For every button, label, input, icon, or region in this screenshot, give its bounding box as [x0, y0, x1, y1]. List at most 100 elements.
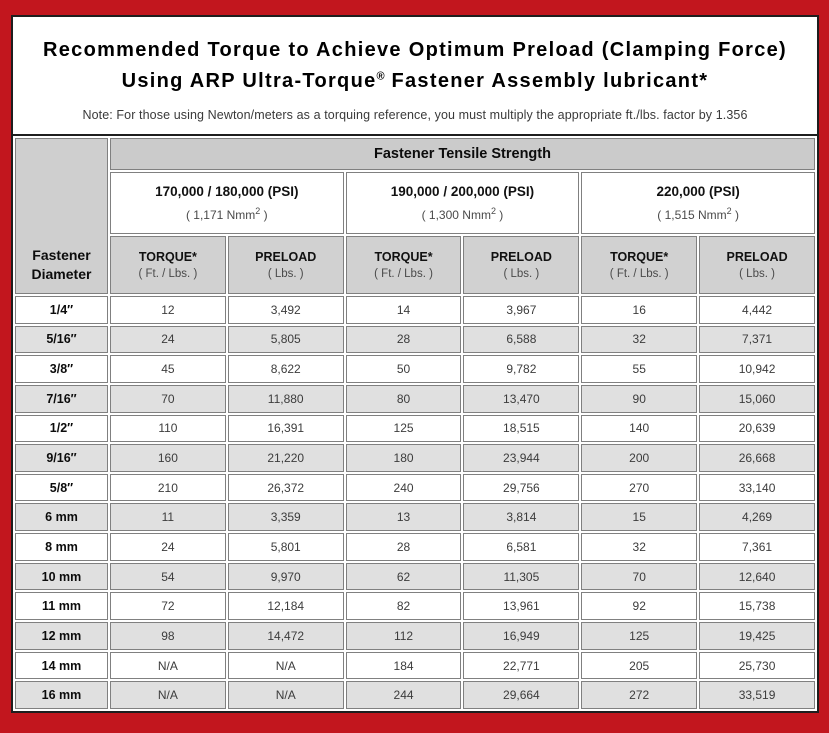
fastener-diameter-cell: 3/8″: [15, 355, 108, 383]
fastener-diameter-cell: 12 mm: [15, 622, 108, 650]
preload-column-header: PRELOAD( Lbs. ): [463, 236, 580, 294]
table-row: 14 mm N/A N/A 184 22,771 205 25,730: [15, 651, 815, 680]
torque-value-cell: 90: [581, 384, 698, 413]
torque-value-cell: 28: [345, 533, 462, 561]
preload-value-cell: 3,492: [227, 296, 344, 324]
torque-value-cell: 28: [345, 325, 462, 354]
torque-value-cell: 14: [345, 296, 462, 324]
preload-value-cell: 14,472: [227, 622, 344, 650]
table-row: 16 mm N/A N/A 244 29,664 272 33,519: [15, 681, 815, 709]
torque-value-cell: 80: [345, 384, 462, 413]
torque-value-cell: 24: [109, 533, 226, 561]
torque-value-cell: 62: [345, 562, 462, 591]
torque-column-header: TORQUE*( Ft. / Lbs. ): [581, 236, 698, 294]
preload-value-cell: 21,220: [227, 444, 344, 472]
preload-value-cell: 5,805: [227, 325, 344, 354]
table-body: 1/4″ 12 3,492 14 3,967 16 4,442 5/16″ 24 5,805 28 6…: [15, 296, 815, 709]
table-row: 11 mm 72 12,184 82 13,961 92 15,738: [15, 592, 815, 621]
group-header-row: Fastener Diameter Fastener Tensile Stren…: [15, 138, 815, 294]
torque-value-cell: 15: [581, 503, 698, 532]
torque-value-cell: 240: [345, 473, 462, 502]
preload-value-cell: 15,060: [699, 384, 815, 413]
preload-value-cell: 11,305: [463, 562, 580, 591]
fastener-diameter-cell: 1/2″: [15, 414, 108, 443]
torque-value-cell: 55: [581, 355, 698, 383]
units-header-row: TORQUE*( Ft. / Lbs. ) PRELOAD( Lbs. ) TORQ…: [15, 236, 815, 294]
table-row: 6 mm 11 3,359 13 3,814 15 4,269: [15, 503, 815, 532]
torque-value-cell: 54: [109, 562, 226, 591]
torque-value-cell: 270: [581, 473, 698, 502]
torque-value-cell: 45: [109, 355, 226, 383]
fastener-diameter-cell: 10 mm: [15, 562, 108, 591]
fastener-diameter-header: Fastener Diameter: [15, 138, 108, 294]
torque-value-cell: 16: [581, 296, 698, 324]
newton-meters-note: Note: For those using Newton/meters as a…: [82, 108, 748, 122]
preload-value-cell: 33,140: [699, 473, 815, 502]
tensile-grade-row: 170,000 / 180,000 (PSI)( 1,171 Nmm2 ) 190…: [15, 172, 815, 234]
fastener-diameter-cell: 6 mm: [15, 503, 108, 532]
fastener-diameter-cell: 5/16″: [15, 325, 108, 354]
title-block: Recommended Torque to Achieve Optimum Pr…: [13, 17, 817, 134]
preload-value-cell: 23,944: [463, 444, 580, 472]
torque-value-cell: 70: [109, 384, 226, 413]
preload-value-cell: 8,622: [227, 355, 344, 383]
registered-trademark-symbol: ®: [376, 70, 385, 83]
preload-value-cell: 4,442: [699, 296, 815, 324]
table-row: 3/8″ 45 8,622 50 9,782 55 10,942: [15, 355, 815, 383]
torque-value-cell: 200: [581, 444, 698, 472]
preload-value-cell: 16,949: [463, 622, 580, 650]
fastener-diameter-cell: 9/16″: [15, 444, 108, 472]
torque-value-cell: 272: [581, 681, 698, 709]
table-row: 7/16″ 70 11,880 80 13,470 90 15,060: [15, 384, 815, 413]
torque-table: Fastener Diameter Fastener Tensile Stren…: [13, 136, 817, 711]
torque-table-wrap: Fastener Diameter Fastener Tensile Stren…: [13, 134, 817, 711]
table-row: 5/16″ 24 5,805 28 6,588 32 7,371: [15, 325, 815, 354]
preload-value-cell: 12,184: [227, 592, 344, 621]
tensile-strength-header: Fastener Tensile Strength: [109, 138, 815, 170]
fastener-diameter-cell: 14 mm: [15, 651, 108, 680]
preload-value-cell: 10,942: [699, 355, 815, 383]
fastener-diameter-cell: 8 mm: [15, 533, 108, 561]
preload-value-cell: 20,639: [699, 414, 815, 443]
preload-value-cell: 9,970: [227, 562, 344, 591]
table-row: 8 mm 24 5,801 28 6,581 32 7,361: [15, 533, 815, 561]
torque-value-cell: 112: [345, 622, 462, 650]
torque-value-cell: 125: [345, 414, 462, 443]
preload-value-cell: 15,738: [699, 592, 815, 621]
page-title: Recommended Torque to Achieve Optimum Pr…: [25, 35, 805, 97]
torque-value-cell: 32: [581, 533, 698, 561]
torque-value-cell: 24: [109, 325, 226, 354]
preload-value-cell: N/A: [227, 681, 344, 709]
table-row: 1/4″ 12 3,492 14 3,967 16 4,442: [15, 296, 815, 324]
preload-value-cell: 11,880: [227, 384, 344, 413]
fastener-diameter-cell: 1/4″: [15, 296, 108, 324]
preload-value-cell: 3,967: [463, 296, 580, 324]
preload-value-cell: 26,668: [699, 444, 815, 472]
preload-value-cell: 6,581: [463, 533, 580, 561]
torque-value-cell: 180: [345, 444, 462, 472]
preload-value-cell: 7,371: [699, 325, 815, 354]
torque-value-cell: N/A: [109, 681, 226, 709]
torque-value-cell: 140: [581, 414, 698, 443]
torque-value-cell: 160: [109, 444, 226, 472]
torque-value-cell: 184: [345, 651, 462, 680]
torque-column-header: TORQUE*( Ft. / Lbs. ): [109, 236, 226, 294]
torque-value-cell: 98: [109, 622, 226, 650]
torque-value-cell: 205: [581, 651, 698, 680]
torque-value-cell: 72: [109, 592, 226, 621]
preload-column-header: PRELOAD( Lbs. ): [227, 236, 344, 294]
preload-value-cell: 29,664: [463, 681, 580, 709]
table-row: 5/8″ 210 26,372 240 29,756 270 33,140: [15, 473, 815, 502]
fastener-diameter-cell: 7/16″: [15, 384, 108, 413]
tensile-grade-header: 190,000 / 200,000 (PSI)( 1,300 Nmm2 ): [345, 172, 580, 234]
preload-value-cell: 13,961: [463, 592, 580, 621]
preload-value-cell: 18,515: [463, 414, 580, 443]
preload-value-cell: 16,391: [227, 414, 344, 443]
torque-value-cell: 82: [345, 592, 462, 621]
preload-value-cell: 13,470: [463, 384, 580, 413]
preload-value-cell: 9,782: [463, 355, 580, 383]
torque-value-cell: 12: [109, 296, 226, 324]
table-row: 10 mm 54 9,970 62 11,305 70 12,640: [15, 562, 815, 591]
preload-value-cell: 22,771: [463, 651, 580, 680]
